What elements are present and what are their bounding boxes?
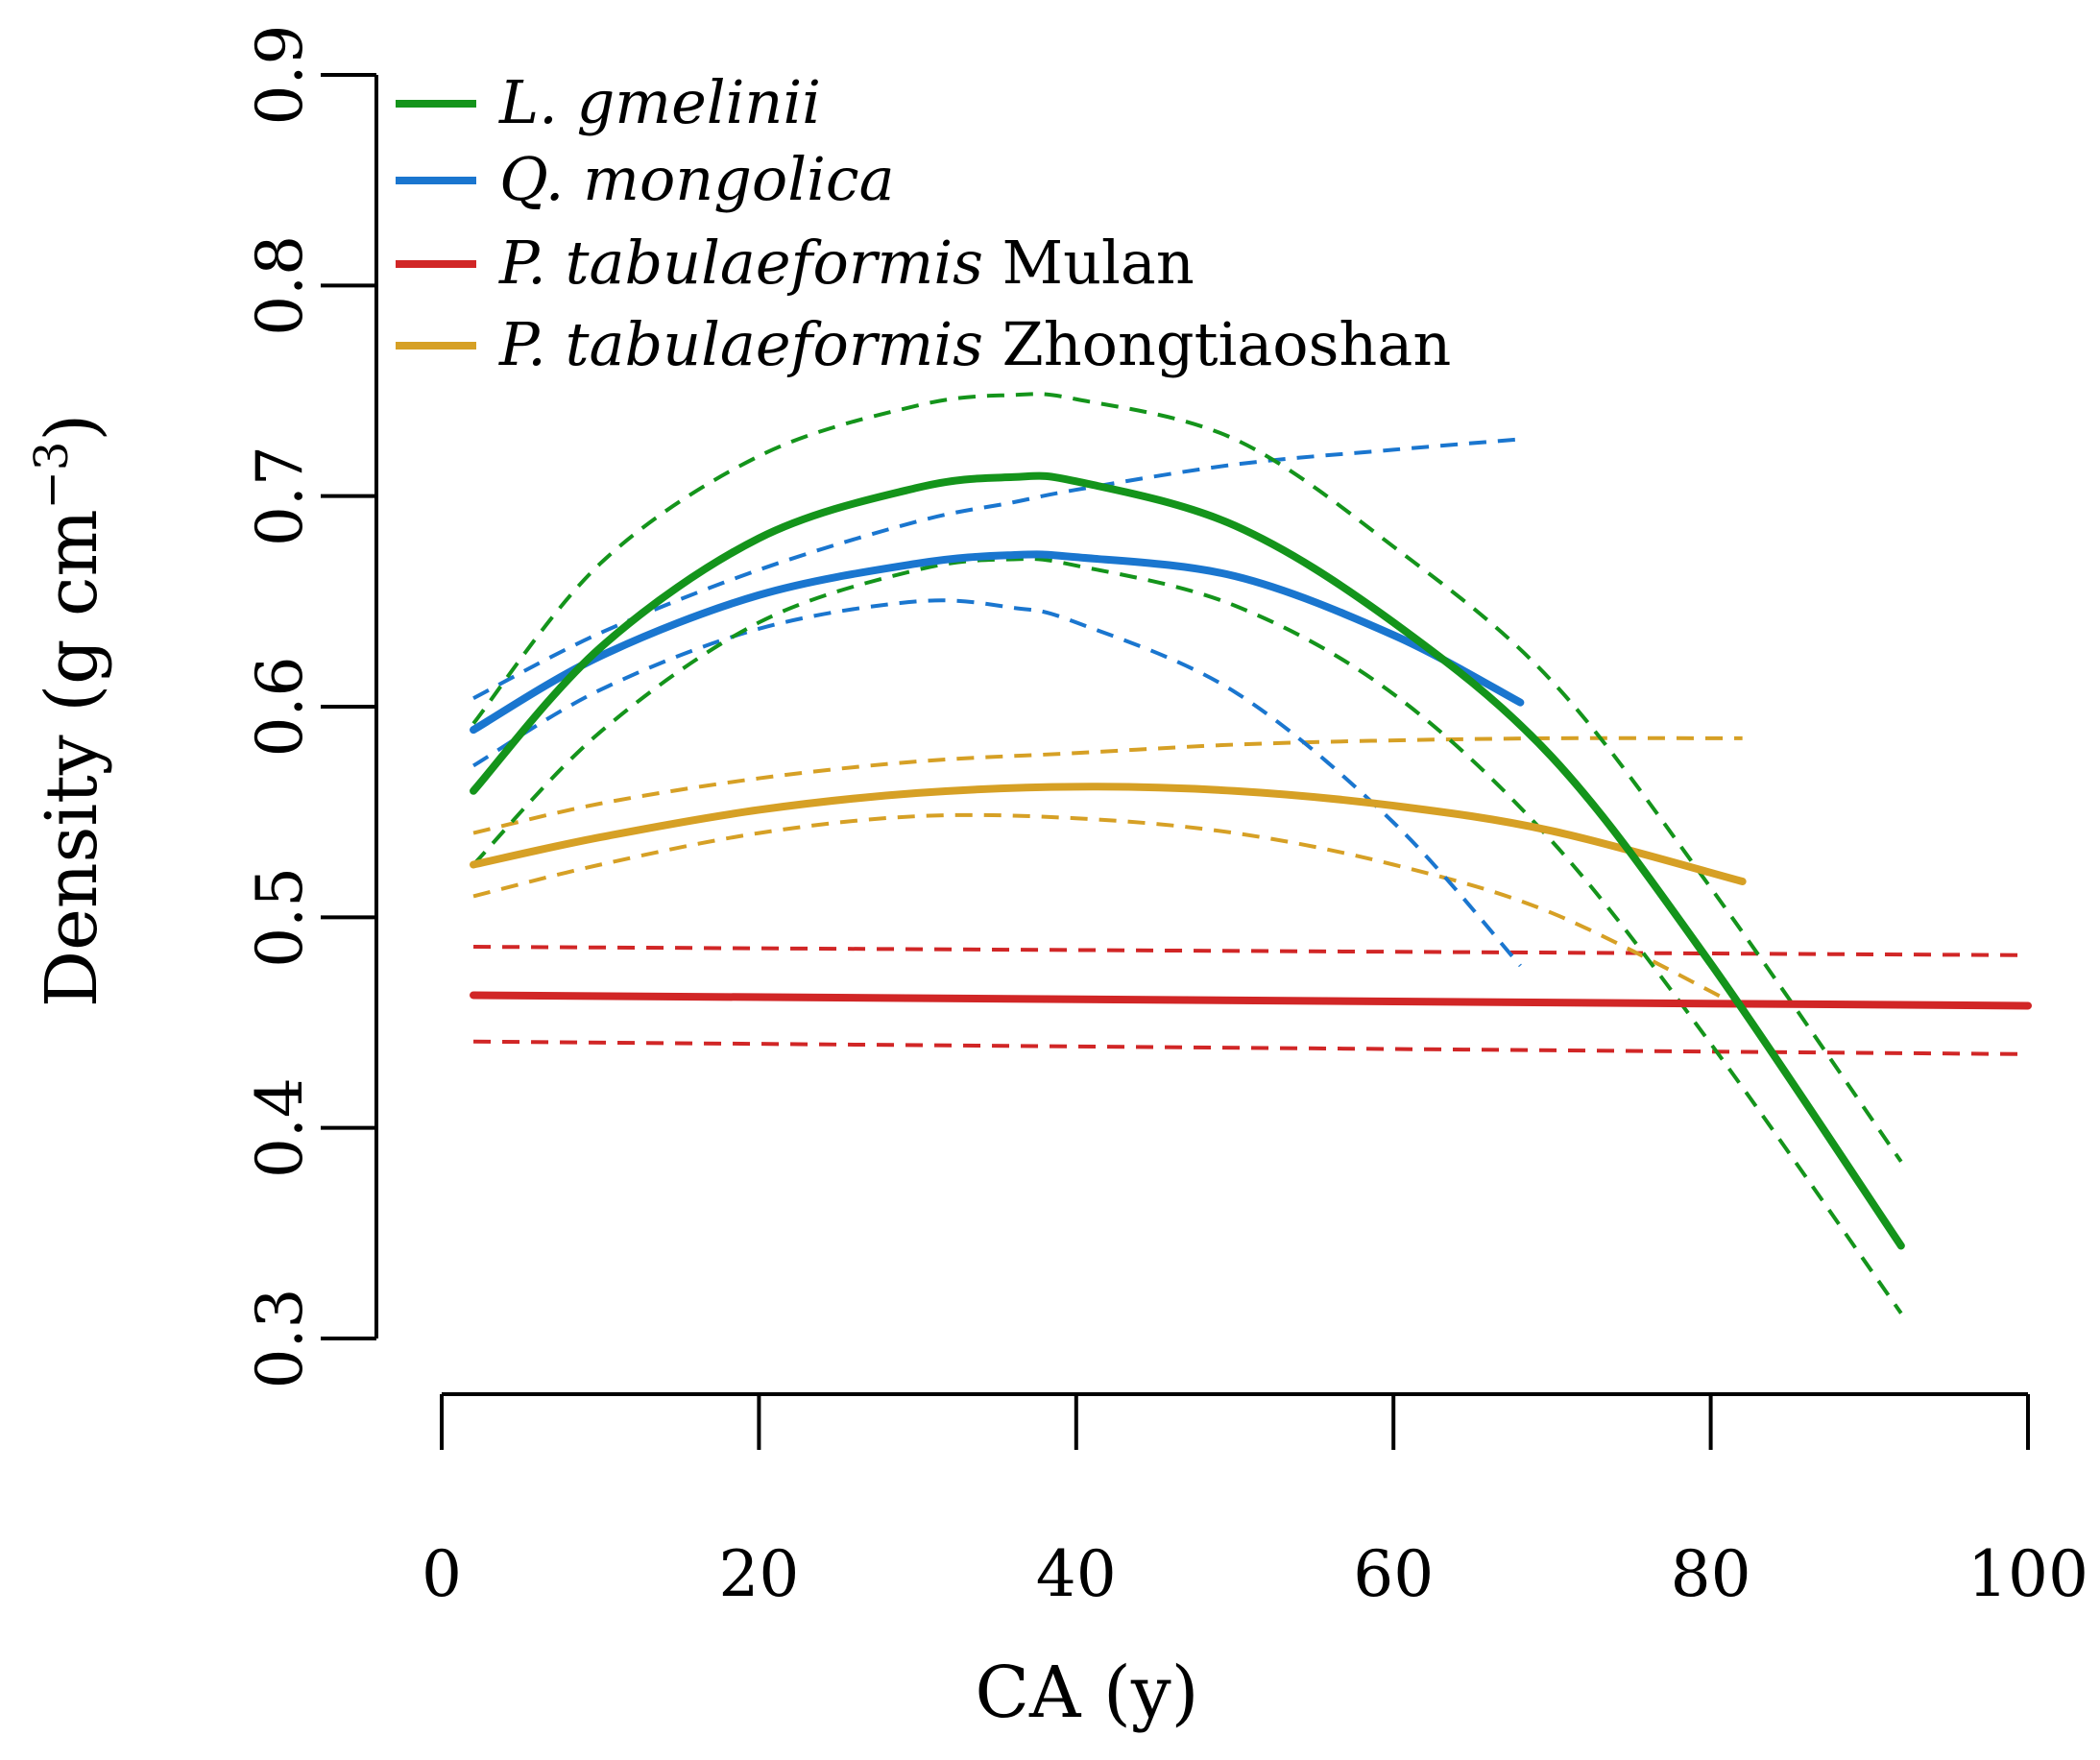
q-mongolica-fit-line	[470, 550, 1525, 735]
q-mongolica-lower-ci-line	[472, 598, 1522, 968]
x-axis-title: CA (y)	[975, 1652, 1198, 1734]
y-tick-label: 0.7	[243, 446, 317, 546]
y-tick-label: 0.4	[243, 1077, 317, 1178]
legend-label-site: Zhongtiaoshan	[983, 309, 1451, 379]
legend-label-species: L. gmelinii	[498, 67, 821, 137]
y-axis-title-superscript: −3	[25, 442, 79, 510]
legend-label: L. gmelinii	[498, 67, 821, 137]
y-tick-label: 0.8	[243, 235, 317, 336]
x-tick-label: 80	[1671, 1537, 1751, 1611]
y-axis: 0.3 0.4 0.5 0.6 0.7 0.8 0.9	[243, 25, 378, 1389]
p-tabulaeformis-zhongtiaoshan-lower-ci-line	[472, 812, 1744, 1010]
y-tick-label: 0.5	[243, 867, 317, 968]
p-tabulaeformis-mulan-lower-ci-line	[473, 1039, 2029, 1056]
l-gmelinii-upper-ci-line	[471, 392, 1903, 1163]
legend-label-site: Mulan	[983, 228, 1195, 298]
legend-label-species: Q. mongolica	[499, 144, 895, 214]
legend-label: P. tabulaeformis Mulan	[498, 228, 1195, 298]
y-tick-label: 0.9	[243, 25, 317, 126]
legend-label-species: P. tabulaeformis	[498, 309, 983, 379]
x-axis: 0 20 40 60 80 100	[422, 1392, 2088, 1611]
x-tick-label: 40	[1036, 1537, 1117, 1611]
y-tick-label: 0.6	[243, 657, 317, 758]
y-axis-title-main: Density (g cm	[31, 509, 113, 1007]
x-tick-label: 100	[1967, 1537, 2088, 1611]
x-tick-label: 60	[1353, 1537, 1434, 1611]
plot-series	[470, 392, 2032, 1314]
y-axis-title: Density (g cm−3)	[25, 414, 113, 1008]
x-tick-label: 0	[422, 1537, 462, 1611]
l-gmelinii-fit-line	[470, 471, 1905, 1250]
p-tabulaeformis-zhongtiaoshan-upper-ci-line	[472, 735, 1743, 835]
legend-label: Q. mongolica	[499, 144, 895, 214]
p-tabulaeformis-mulan-fit-line	[470, 991, 2032, 1010]
y-axis-title-close: )	[31, 414, 113, 442]
l-gmelinii-lower-ci-line	[471, 557, 1903, 1314]
legend-label: P. tabulaeformis Zhongtiaoshan	[498, 309, 1451, 379]
y-tick-label: 0.3	[243, 1289, 317, 1389]
p-tabulaeformis-mulan-upper-ci-line	[473, 945, 2029, 957]
x-tick-label: 20	[718, 1537, 799, 1611]
legend-label-species: P. tabulaeformis	[498, 228, 983, 298]
p-tabulaeformis-zhongtiaoshan-fit-line	[470, 783, 1747, 886]
